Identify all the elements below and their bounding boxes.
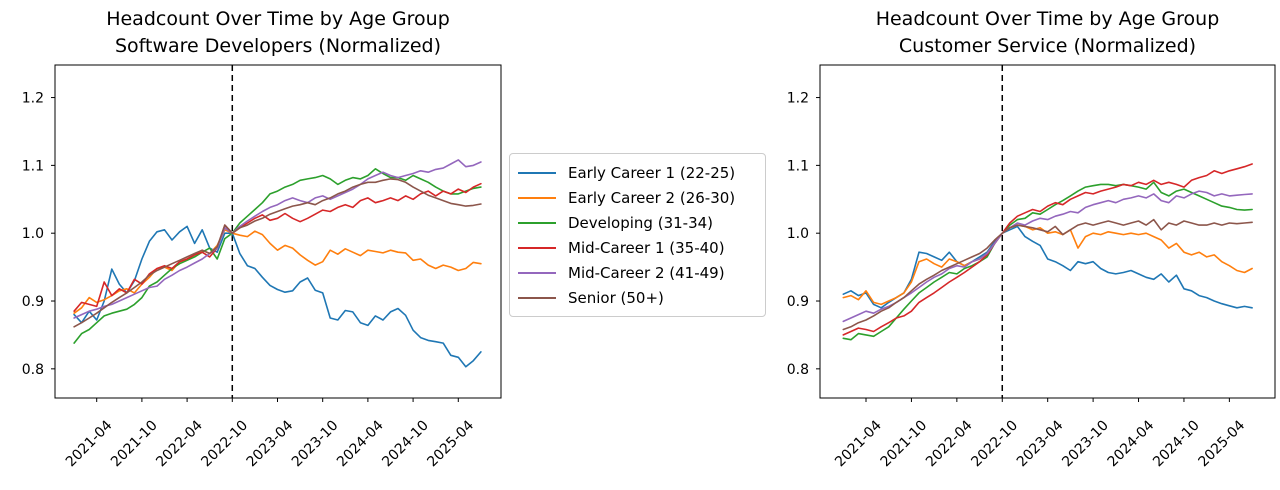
series-line-early-career-2-26-30 [842, 224, 1253, 306]
series-line-early-career-1-22-25 [73, 225, 482, 368]
x-tick-label: 2024-04 [1105, 417, 1158, 470]
series-line-mid-career-1-35-40 [73, 182, 482, 313]
x-tick-label: 2025-04 [1196, 417, 1249, 470]
x-tick-label: 2021-04 [63, 417, 116, 470]
legend-item-label: Senior (50+) [568, 288, 664, 307]
y-tick-label: 1.2 [787, 91, 809, 107]
series-line-senior-50 [842, 218, 1253, 331]
legend-item-label: Early Career 1 (22-25) [568, 163, 736, 182]
x-tick-label: 2024-10 [1150, 418, 1203, 471]
legend-item: Early Career 2 (26-30) [518, 185, 755, 210]
x-tick-label: 2023-10 [1059, 418, 1112, 471]
legend-line-swatch [518, 221, 556, 224]
legend-line-swatch [518, 296, 556, 299]
x-tick-label: 2022-04 [153, 417, 206, 470]
title-line-1: Headcount Over Time by Age Group [106, 8, 450, 30]
y-tick-label: 1.1 [22, 158, 44, 174]
legend-line-swatch [518, 271, 556, 274]
x-tick-label: 2022-10 [968, 418, 1021, 471]
x-tick-label: 2023-10 [289, 418, 342, 471]
series-line-mid-career-1-35-40 [842, 163, 1253, 336]
series-line-mid-career-2-41-49 [73, 159, 482, 319]
x-tick-label: 2021-10 [878, 418, 931, 471]
title-line-2: Software Developers (Normalized) [114, 35, 442, 57]
series-line-early-career-1-22-25 [842, 225, 1253, 309]
x-tick-label: 2022-04 [923, 417, 976, 470]
legend-item: Mid-Career 2 (41-49) [518, 260, 755, 285]
x-tick-label: 2023-04 [244, 417, 297, 470]
legend-item-label: Mid-Career 2 (41-49) [568, 263, 725, 282]
chart-title-software-developers: Headcount Over Time by Age Group Softwar… [20, 6, 536, 60]
y-tick-label: 1.0 [22, 226, 44, 242]
legend-line-swatch [518, 171, 556, 174]
legend-item-label: Early Career 2 (26-30) [568, 188, 736, 207]
chart-title-customer-service: Headcount Over Time by Age Group Custome… [790, 6, 1280, 60]
legend-line-swatch [518, 196, 556, 199]
plot-border [54, 64, 502, 399]
y-tick-label: 1.2 [22, 91, 44, 107]
legend: Early Career 1 (22-25) Early Career 2 (2… [509, 153, 766, 317]
legend-item-label: Developing (31-34) [568, 213, 714, 232]
series-line-early-career-2-26-30 [73, 229, 482, 315]
x-tick-label: 2023-04 [1014, 417, 1067, 470]
title-line-2: Customer Service (Normalized) [898, 35, 1197, 57]
y-tick-label: 0.8 [22, 362, 44, 378]
legend-item: Developing (31-34) [518, 210, 755, 235]
y-tick-label: 0.8 [787, 362, 809, 378]
legend-item-label: Mid-Career 1 (35-40) [568, 238, 725, 257]
line-chart-customer-service: 2021-042021-102022-042022-102023-042023-… [787, 64, 1276, 471]
legend-item: Early Career 1 (22-25) [518, 160, 755, 185]
legend-line-swatch [518, 246, 556, 249]
y-tick-label: 1.0 [787, 226, 809, 242]
x-tick-label: 2024-10 [379, 418, 432, 471]
series-line-developing-31-34 [842, 181, 1253, 341]
line-chart-software-developers: 2021-042021-102022-042022-102023-042023-… [22, 64, 502, 471]
x-tick-label: 2021-04 [832, 417, 885, 470]
x-tick-label: 2022-10 [198, 418, 251, 471]
title-line-1: Headcount Over Time by Age Group [875, 8, 1220, 30]
legend-item: Senior (50+) [518, 285, 755, 310]
series-line-mid-career-2-41-49 [842, 190, 1253, 323]
y-tick-label: 0.9 [787, 294, 809, 310]
x-tick-label: 2025-04 [424, 417, 477, 470]
series-line-senior-50 [73, 178, 482, 328]
series-line-developing-31-34 [73, 168, 482, 344]
y-tick-label: 1.1 [787, 158, 809, 174]
y-tick-label: 0.9 [22, 294, 44, 310]
x-tick-label: 2024-04 [334, 417, 387, 470]
x-tick-label: 2021-10 [108, 418, 161, 471]
legend-item: Mid-Career 1 (35-40) [518, 235, 755, 260]
